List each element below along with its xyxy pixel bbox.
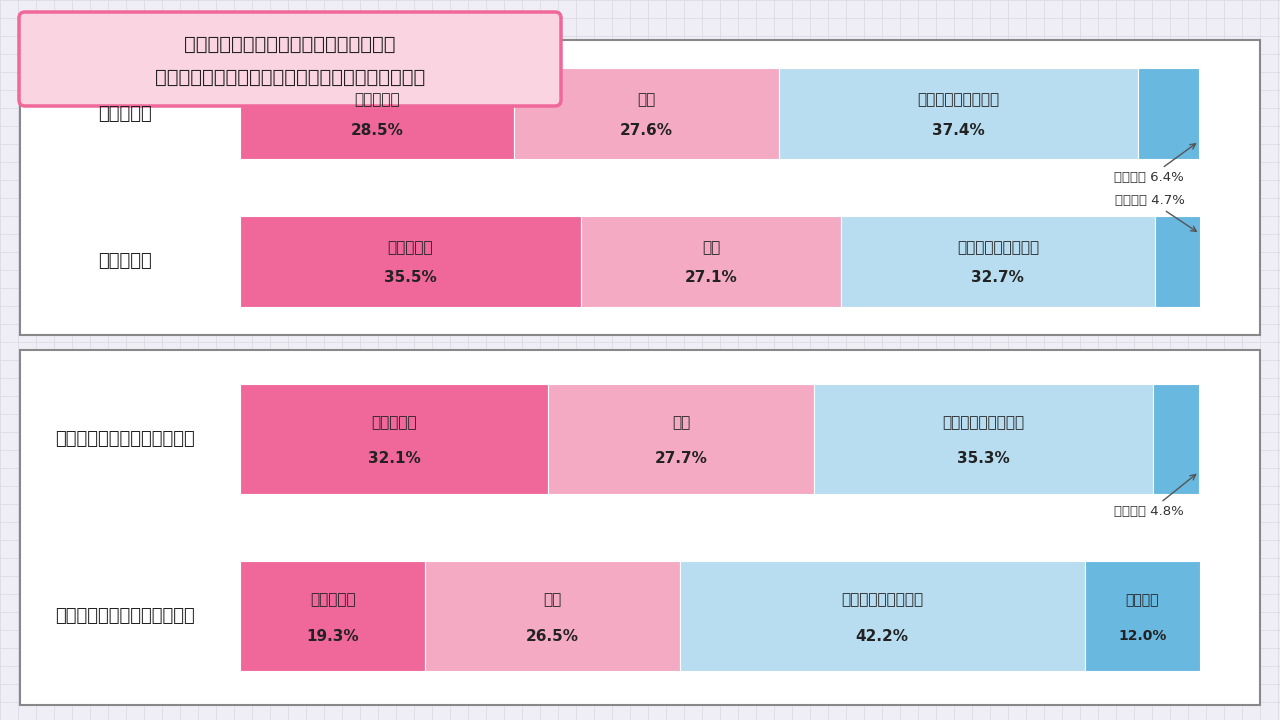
Text: 思わない 6.4%: 思わない 6.4% [1115, 144, 1196, 184]
Text: 思う: 思う [672, 415, 690, 430]
Text: 27.6%: 27.6% [620, 122, 672, 138]
Bar [241, 561, 425, 671]
Text: 「カラコン経験なし」の回答: 「カラコン経験なし」の回答 [55, 607, 195, 625]
Text: すごく思う: すごく思う [310, 593, 356, 607]
Text: どちらとも言えない: どちらとも言えない [916, 93, 1000, 107]
Text: 35.3%: 35.3% [957, 451, 1010, 466]
Bar [680, 561, 1085, 671]
FancyBboxPatch shape [19, 12, 561, 106]
Bar [841, 215, 1155, 307]
Text: 27.7%: 27.7% [654, 451, 708, 466]
Text: すごく思う: すごく思う [355, 93, 399, 107]
Bar [1138, 68, 1199, 159]
Text: どちらとも言えない: どちらとも言えない [841, 593, 923, 607]
Text: 着けていない人に比べて好印象だと思いますか？: 着けていない人に比べて好印象だと思いますか？ [155, 68, 425, 86]
Text: 35.5%: 35.5% [384, 270, 436, 285]
Text: 27.1%: 27.1% [685, 270, 737, 285]
Text: 思う: 思う [701, 240, 721, 255]
Text: 32.7%: 32.7% [972, 270, 1024, 285]
Bar [20, 40, 1260, 335]
Bar [241, 215, 581, 307]
Text: 26.5%: 26.5% [526, 629, 579, 644]
Bar [20, 350, 1260, 705]
Bar [548, 384, 814, 494]
Bar [241, 384, 548, 494]
Bar [1155, 215, 1201, 307]
Text: どちらとも言えない: どちらとも言えない [942, 415, 1024, 430]
Text: すごく思う: すごく思う [388, 240, 433, 255]
Text: 思わない 4.7%: 思わない 4.7% [1115, 194, 1197, 231]
Bar [778, 68, 1138, 159]
Bar [581, 215, 841, 307]
Bar [513, 68, 778, 159]
Text: 男子の回答: 男子の回答 [99, 252, 152, 270]
Text: 思わない 4.8%: 思わない 4.8% [1115, 474, 1196, 518]
Bar [1085, 561, 1201, 671]
Text: 37.4%: 37.4% [932, 122, 984, 138]
Bar [814, 384, 1153, 494]
Bar [241, 68, 513, 159]
Text: 男女問わず、カラコンを着けている人は: 男女問わず、カラコンを着けている人は [184, 35, 396, 54]
Text: 女子の回答: 女子の回答 [99, 104, 152, 122]
Text: 42.2%: 42.2% [856, 629, 909, 644]
Bar [425, 561, 680, 671]
Text: 19.3%: 19.3% [306, 629, 358, 644]
Text: 12.0%: 12.0% [1119, 629, 1166, 643]
Text: どちらとも言えない: どちらとも言えない [957, 240, 1039, 255]
Bar [1153, 384, 1199, 494]
Text: 思う: 思う [543, 593, 562, 607]
Text: 思わない: 思わない [1125, 593, 1160, 607]
Text: すごく思う: すごく思う [371, 415, 417, 430]
Text: 「カラコン経験あり」の回答: 「カラコン経験あり」の回答 [55, 430, 195, 448]
Text: 32.1%: 32.1% [367, 451, 420, 466]
Text: 28.5%: 28.5% [351, 122, 403, 138]
Text: 思う: 思う [637, 93, 655, 107]
